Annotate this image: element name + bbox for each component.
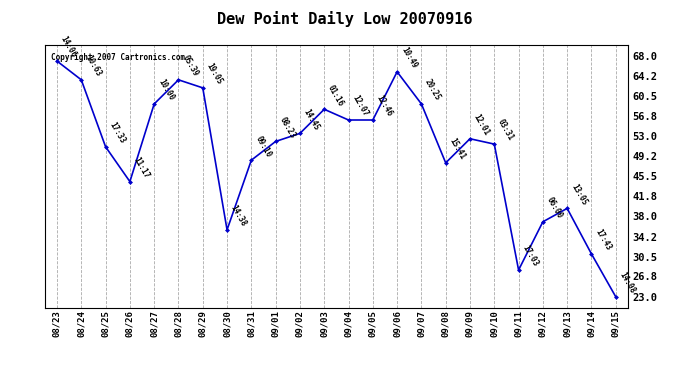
Text: 10:49: 10:49 (399, 46, 418, 70)
Text: 01:16: 01:16 (326, 83, 346, 108)
Text: 19:05: 19:05 (205, 62, 224, 86)
Text: 17:33: 17:33 (108, 121, 127, 145)
Text: 13:05: 13:05 (569, 182, 589, 207)
Text: 17:43: 17:43 (593, 228, 613, 252)
Text: 12:46: 12:46 (375, 94, 394, 118)
Text: Copyright 2007 Cartronics.com: Copyright 2007 Cartronics.com (50, 53, 185, 62)
Text: 12:01: 12:01 (472, 112, 491, 137)
Text: 12:07: 12:07 (351, 94, 370, 118)
Text: 14:38: 14:38 (229, 204, 248, 228)
Text: 14:06: 14:06 (59, 35, 78, 60)
Text: 08:23: 08:23 (277, 115, 297, 140)
Text: Dew Point Daily Low 20070916: Dew Point Daily Low 20070916 (217, 11, 473, 27)
Text: 10:63: 10:63 (83, 54, 103, 78)
Text: 06:00: 06:00 (545, 196, 564, 220)
Text: 20:25: 20:25 (424, 78, 443, 102)
Text: 14:45: 14:45 (302, 107, 322, 132)
Text: 14:08: 14:08 (618, 271, 637, 295)
Text: 05:39: 05:39 (180, 54, 200, 78)
Text: 09:10: 09:10 (253, 134, 273, 159)
Text: 10:00: 10:00 (156, 78, 175, 102)
Text: 11:17: 11:17 (132, 156, 151, 180)
Text: 03:31: 03:31 (496, 118, 515, 142)
Text: 17:03: 17:03 (520, 244, 540, 268)
Text: 15:41: 15:41 (448, 137, 467, 161)
